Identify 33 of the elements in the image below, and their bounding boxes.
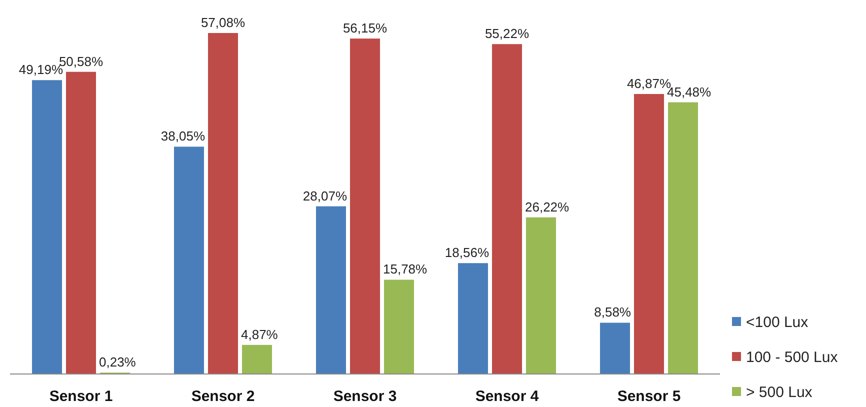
bar (32, 80, 62, 374)
data-label: 28,07% (302, 188, 348, 204)
data-label: 57,08% (200, 15, 246, 30)
legend-label: > 500 Lux (746, 384, 813, 401)
x-tick-label: Sensor 1 (49, 388, 113, 405)
bar (668, 102, 698, 374)
legend-label: <100 Lux (746, 314, 809, 331)
bar (458, 263, 488, 374)
bar (242, 344, 272, 374)
data-label: 8,58% (594, 304, 632, 320)
bar (208, 33, 238, 374)
bar (174, 146, 204, 374)
data-label: 56,15% (342, 20, 388, 36)
bar (634, 94, 664, 374)
legend-label: 100 - 500 Lux (746, 349, 838, 366)
bar (492, 44, 522, 374)
data-label: 55,22% (484, 26, 530, 42)
bar (350, 38, 380, 374)
bar (526, 217, 556, 374)
x-tick-label: Sensor 3 (333, 388, 397, 405)
x-tick-label: Sensor 5 (617, 388, 681, 405)
bar (600, 322, 630, 374)
bar (384, 280, 414, 374)
data-label: 18,56% (444, 245, 490, 260)
data-label: 26,22% (525, 199, 570, 214)
bar (66, 72, 96, 374)
data-label: 4,87% (241, 326, 278, 342)
x-tick-label: Sensor 2 (191, 388, 255, 405)
data-label: 15,78% (383, 262, 428, 277)
x-tick-label: Sensor 4 (475, 388, 540, 405)
bar (316, 206, 346, 374)
data-label: 38,05% (160, 128, 206, 144)
data-label: 0,23% (99, 354, 136, 370)
